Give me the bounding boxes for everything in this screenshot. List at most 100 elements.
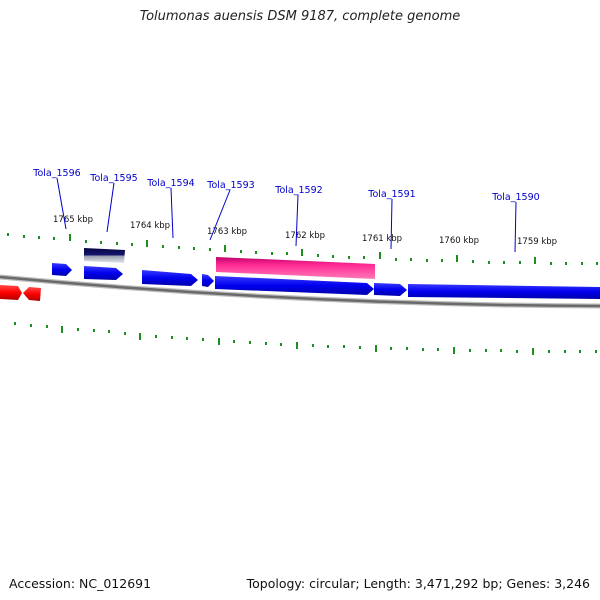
tick-mark bbox=[286, 252, 288, 255]
tick-mark bbox=[596, 262, 598, 265]
tick-mark bbox=[131, 243, 133, 246]
tick-mark bbox=[108, 330, 110, 333]
coordinate-label: 1762 kbp bbox=[285, 231, 325, 241]
tick-mark bbox=[485, 349, 487, 352]
tick-mark bbox=[500, 349, 502, 352]
leader-line bbox=[56, 177, 67, 230]
tick-mark bbox=[202, 338, 204, 341]
tick-mark bbox=[519, 261, 521, 264]
tick-mark bbox=[116, 242, 118, 245]
tick-mark bbox=[100, 241, 102, 244]
genome-backbone bbox=[0, 274, 600, 309]
tick-mark bbox=[363, 256, 365, 259]
tick-mark bbox=[532, 348, 534, 355]
gene-feature-tola-1596[interactable] bbox=[52, 263, 72, 276]
tick-mark bbox=[38, 236, 40, 239]
gene-label-tola-1593[interactable]: Tola_1593 bbox=[206, 180, 254, 191]
tick-mark bbox=[534, 257, 536, 264]
tick-mark bbox=[343, 345, 345, 348]
tick-mark bbox=[124, 332, 126, 335]
tick-mark bbox=[359, 346, 361, 349]
coordinate-labels: 1765 kbp 1764 kbp 1763 kbp 1762 kbp 1761… bbox=[53, 215, 557, 247]
gene-feature-tola-1592[interactable] bbox=[216, 257, 375, 279]
inner-tick-track bbox=[14, 322, 597, 355]
tick-mark bbox=[437, 348, 439, 351]
tick-mark bbox=[240, 250, 242, 253]
tick-mark bbox=[422, 348, 424, 351]
gene-feature-tola-1593[interactable] bbox=[202, 274, 214, 287]
reverse-genes bbox=[0, 285, 41, 301]
gene-feature[interactable] bbox=[84, 266, 123, 280]
leader-line bbox=[209, 189, 231, 241]
tick-mark bbox=[23, 235, 25, 238]
leader-line bbox=[295, 194, 299, 247]
tick-mark bbox=[280, 343, 282, 346]
leader-line bbox=[514, 201, 517, 253]
tick-mark bbox=[581, 262, 583, 265]
outer-tick-track bbox=[7, 233, 598, 265]
coordinate-label: 1759 kbp bbox=[517, 237, 557, 247]
tick-mark bbox=[249, 341, 251, 344]
tick-mark bbox=[375, 345, 377, 352]
gene-feature-reverse[interactable] bbox=[23, 287, 41, 301]
gene-label-tola-1592[interactable]: Tola_1592 bbox=[274, 185, 322, 196]
tick-mark bbox=[178, 246, 180, 249]
gene-feature[interactable] bbox=[215, 276, 374, 295]
coordinate-label: 1761 kbp bbox=[362, 234, 402, 244]
tick-mark bbox=[453, 347, 455, 354]
tick-mark bbox=[61, 326, 63, 333]
coordinate-label: 1763 kbp bbox=[207, 227, 247, 237]
tick-mark bbox=[332, 255, 334, 258]
tick-mark bbox=[516, 350, 518, 353]
tick-mark bbox=[296, 342, 298, 349]
gene-feature-tola-1595[interactable] bbox=[84, 248, 125, 263]
gene-label-tola-1595[interactable]: Tola_1595 bbox=[89, 173, 137, 184]
tick-mark bbox=[379, 252, 381, 259]
gene-label-tola-1594[interactable]: Tola_1594 bbox=[146, 178, 194, 189]
tick-mark bbox=[579, 350, 581, 353]
gene-label-tola-1596[interactable]: Tola_1596 bbox=[32, 168, 80, 179]
tick-mark bbox=[456, 255, 458, 262]
tick-mark bbox=[7, 233, 9, 236]
gene-label-tola-1590[interactable]: Tola_1590 bbox=[491, 192, 539, 203]
tick-mark bbox=[30, 324, 32, 327]
tick-mark bbox=[93, 329, 95, 332]
tick-mark bbox=[209, 248, 211, 251]
forward-genes bbox=[52, 248, 600, 299]
tick-mark bbox=[53, 237, 55, 240]
tick-mark bbox=[255, 251, 257, 254]
tick-mark bbox=[77, 328, 79, 331]
tick-mark bbox=[327, 345, 329, 348]
tick-mark bbox=[224, 245, 226, 252]
tick-mark bbox=[162, 245, 164, 248]
tick-mark bbox=[441, 259, 443, 262]
tick-mark bbox=[565, 262, 567, 265]
tick-mark bbox=[395, 258, 397, 261]
leader-line bbox=[106, 182, 115, 233]
tick-mark bbox=[69, 234, 71, 241]
coordinate-label: 1760 kbp bbox=[439, 236, 479, 246]
tick-mark bbox=[488, 261, 490, 264]
tick-mark bbox=[139, 333, 141, 340]
gene-feature-tola-1590[interactable] bbox=[408, 284, 600, 299]
gene-label-tola-1591[interactable]: Tola_1591 bbox=[367, 189, 415, 200]
tick-mark bbox=[301, 249, 303, 256]
tick-mark bbox=[146, 240, 148, 247]
tick-mark bbox=[46, 325, 48, 328]
gene-feature-tola-1594[interactable] bbox=[142, 270, 198, 286]
tick-mark bbox=[193, 247, 195, 250]
tick-mark bbox=[233, 340, 235, 343]
tick-mark bbox=[155, 335, 157, 338]
tick-mark bbox=[317, 254, 319, 257]
gene-feature-tola-1591[interactable] bbox=[374, 283, 407, 296]
tick-mark bbox=[14, 322, 16, 325]
map-title: Tolumonas auensis DSM 9187, complete gen… bbox=[139, 9, 461, 24]
topology-text: Topology: circular; Length: 3,471,292 bp… bbox=[246, 576, 590, 591]
tick-mark bbox=[390, 347, 392, 350]
tick-mark bbox=[406, 347, 408, 350]
gene-feature-reverse[interactable] bbox=[0, 285, 22, 300]
tick-mark bbox=[469, 349, 471, 352]
leader-line bbox=[390, 198, 393, 250]
